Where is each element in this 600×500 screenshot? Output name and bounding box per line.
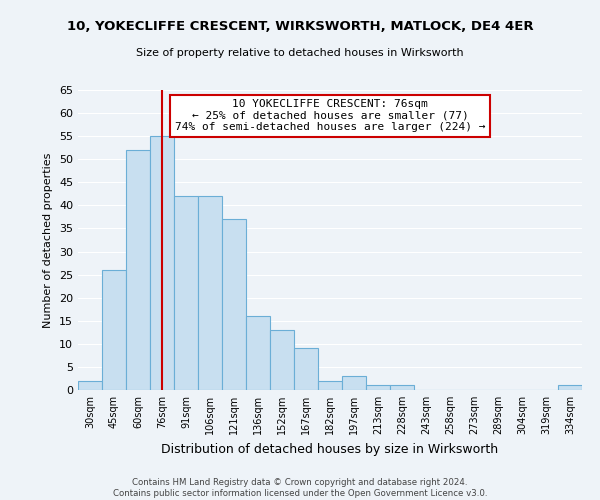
Bar (150, 136, 174, 390)
Bar (222, 219, 246, 390)
Text: Contains HM Land Registry data © Crown copyright and database right 2024.
Contai: Contains HM Land Registry data © Crown c… (113, 478, 487, 498)
Text: 10, YOKECLIFFE CRESCENT, WIRKSWORTH, MATLOCK, DE4 4ER: 10, YOKECLIFFE CRESCENT, WIRKSWORTH, MAT… (67, 20, 533, 33)
Bar (102, 270, 126, 390)
Bar (318, 381, 342, 390)
Text: Size of property relative to detached houses in Wirksworth: Size of property relative to detached ho… (136, 48, 464, 58)
Bar (246, 316, 270, 390)
Bar (390, 386, 414, 390)
Bar (270, 330, 294, 390)
Bar (78, 381, 102, 390)
Bar (174, 196, 198, 390)
Bar (198, 196, 222, 390)
Bar (342, 376, 366, 390)
Bar (126, 150, 150, 390)
X-axis label: Distribution of detached houses by size in Wirksworth: Distribution of detached houses by size … (161, 442, 499, 456)
Bar (366, 386, 390, 390)
Bar (558, 386, 582, 390)
Bar (294, 348, 318, 390)
Text: 10 YOKECLIFFE CRESCENT: 76sqm
← 25% of detached houses are smaller (77)
74% of s: 10 YOKECLIFFE CRESCENT: 76sqm ← 25% of d… (175, 99, 485, 132)
Y-axis label: Number of detached properties: Number of detached properties (43, 152, 53, 328)
